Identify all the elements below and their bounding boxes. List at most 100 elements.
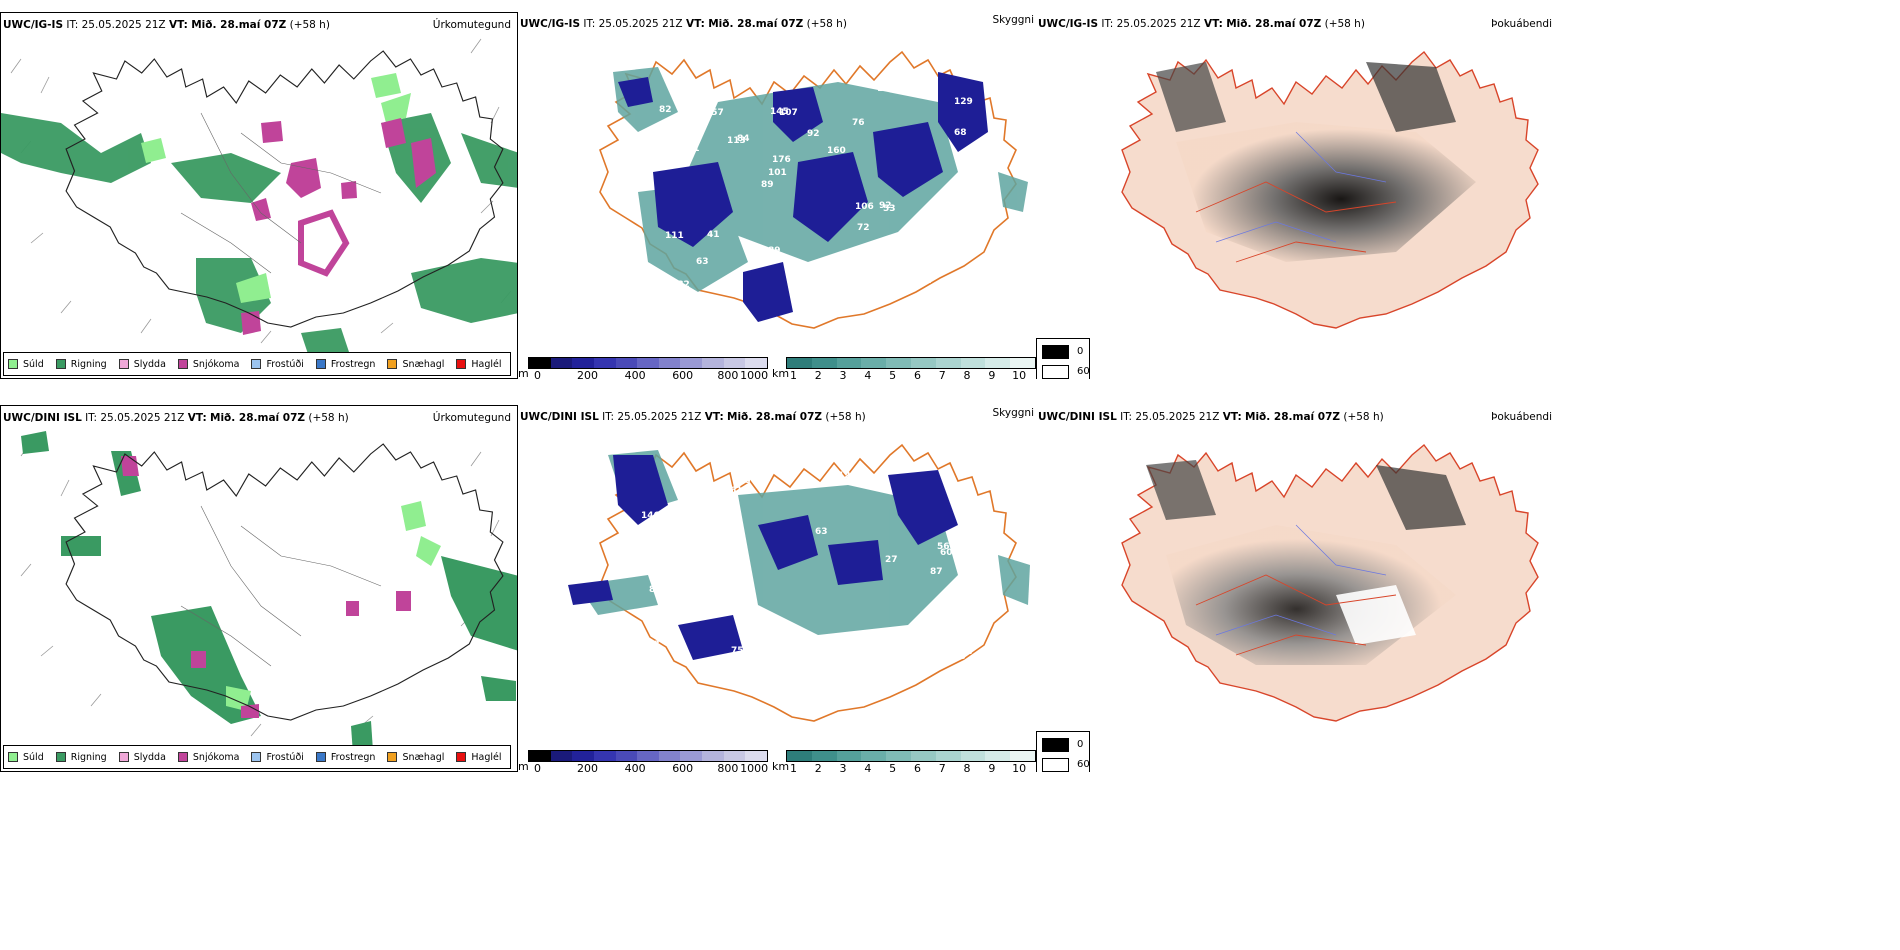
colorbar-swatch bbox=[593, 751, 616, 761]
colorbar-swatch bbox=[529, 751, 551, 761]
cloud-base-label: 89 bbox=[761, 180, 774, 190]
cloud-base-label: 51 bbox=[944, 251, 957, 261]
panel-title-precip: Úrkomutegund bbox=[432, 19, 511, 31]
cloud-base-label: 64 bbox=[682, 500, 695, 510]
cloud-base-label: 129 bbox=[954, 97, 973, 107]
panel-title-fog-2: Þokuábendi bbox=[1491, 411, 1552, 423]
colorbar-tick-label: 8 bbox=[963, 762, 971, 772]
cloud-base-label: 27 bbox=[885, 555, 898, 565]
precip-legend: Súld Rigning Slydda Snjókoma Frostúði Fr… bbox=[3, 352, 511, 376]
colorbar-swatch bbox=[702, 358, 724, 368]
colorbar-tick-label: 7 bbox=[938, 762, 946, 772]
cloud-map-graphic: 80 20 129 89 76 182 145 92 111 84 54 63 107 160 53 82 73… bbox=[599, 51, 1028, 329]
colorbar-tick-label: 3 bbox=[839, 762, 847, 772]
colorbar-swatch bbox=[680, 358, 702, 368]
cloud-base-label: 76 bbox=[852, 118, 865, 128]
colorbar-tick-label: 7 bbox=[938, 369, 946, 379]
cloud-base-label: 71 bbox=[687, 144, 700, 154]
cloud-base-label: 79 bbox=[844, 671, 857, 681]
header-igis-fog: UWC/IG-IS IT: 25.05.2025 21Z VT: Mið. 28… bbox=[1038, 18, 1365, 30]
cloud-base-label: 62 bbox=[919, 276, 932, 286]
colorbar-swatch bbox=[745, 751, 767, 761]
header-igis-cloud: UWC/IG-IS IT: 25.05.2025 21Z VT: Mið. 28… bbox=[520, 18, 847, 30]
cloud-base-label: 75 bbox=[650, 665, 663, 675]
colorbar-swatch bbox=[637, 751, 659, 761]
colorbar-swatch bbox=[886, 751, 911, 761]
cloud-base-label: 111 bbox=[665, 231, 684, 241]
colorbar-tick-label: 0 bbox=[534, 762, 542, 772]
colorbar-tick-label: 600 bbox=[672, 762, 694, 772]
cloud-base-label: 182 bbox=[671, 280, 690, 290]
colorbar-tick-label: 5 bbox=[889, 762, 897, 772]
colorbar-swatch bbox=[658, 358, 681, 368]
precip-type-map-dini: UWC/DINI ISL IT: 25.05.2025 21Z VT: Mið.… bbox=[0, 405, 518, 772]
colorbar-swatch bbox=[637, 358, 659, 368]
cloud-base-label: 20 bbox=[653, 156, 666, 166]
cloud-base-label: 146 bbox=[641, 511, 660, 521]
colorbar-swatch bbox=[615, 358, 638, 368]
cloud-base-label: 78 bbox=[647, 640, 660, 650]
colorbar-swatch bbox=[572, 751, 594, 761]
colorbar-tick-label: 6 bbox=[913, 762, 921, 772]
precip-legend-2: Súld Rigning Slydda Snjókoma Frostúði Fr… bbox=[3, 745, 511, 769]
cloud-base-label: 65 bbox=[966, 528, 979, 538]
cloud-base-label: 60 bbox=[940, 548, 953, 558]
cloud-base-label: 68 bbox=[954, 128, 967, 138]
legend-item-freezing-drizzle: Frostúði bbox=[251, 359, 304, 370]
colorbar-swatch bbox=[1010, 358, 1035, 368]
header-dini-cloud: UWC/DINI ISL IT: 25.05.2025 21Z VT: Mið.… bbox=[520, 411, 866, 423]
cloud-base-label: 70 bbox=[785, 639, 798, 649]
colorbar-tick-label: 4 bbox=[864, 762, 872, 772]
colorbar-swatch bbox=[861, 751, 887, 761]
cloud-base-label: 89 bbox=[768, 246, 781, 256]
colorbar-swatch bbox=[985, 751, 1011, 761]
ceiling-unit-2: m bbox=[518, 760, 529, 772]
legend-item-drizzle: Súld bbox=[8, 752, 44, 763]
colorbar-swatch bbox=[787, 358, 812, 368]
fog-key-igis: 0 60 bbox=[1036, 338, 1090, 379]
ceiling-unit: m bbox=[518, 367, 529, 379]
colorbar-tick-label: 1000 bbox=[740, 762, 769, 772]
colorbar-swatch bbox=[836, 751, 862, 761]
legend-item-rain: Rigning bbox=[55, 359, 107, 370]
colorbar-swatch bbox=[723, 358, 746, 368]
colorbar-tick-label: 9 bbox=[988, 762, 996, 772]
cloud-base-label: 157 bbox=[705, 108, 724, 118]
colorbar-tick-label: 400 bbox=[624, 762, 646, 772]
cloud-base-label: 97 bbox=[810, 289, 823, 299]
colorbar-swatch bbox=[811, 751, 837, 761]
fog-map-graphic-2 bbox=[1121, 444, 1539, 722]
legend-item-hail: Haglél bbox=[456, 752, 502, 763]
panel-title-cloud-2: Skyggni bbox=[992, 407, 1035, 419]
cloud-base-label: 113 bbox=[727, 136, 746, 146]
legend-item-snow-pellets: Snæhagl bbox=[387, 752, 444, 763]
cloud-base-label: 106 bbox=[855, 202, 874, 212]
colorbar-swatch bbox=[550, 751, 573, 761]
cloud-base-label: 63 bbox=[696, 257, 709, 267]
legend-item-sleet: Slydda bbox=[118, 359, 166, 370]
colorbar-swatch bbox=[836, 358, 862, 368]
colorbar-tick-label: 1 bbox=[789, 762, 797, 772]
colorbar-tick-label: 10 bbox=[1012, 762, 1027, 772]
ceiling-colorbar-2: m 0 200 400 600 800 1000 bbox=[518, 750, 768, 772]
cloud-base-label: 63 bbox=[815, 527, 828, 537]
colorbar-swatch bbox=[572, 358, 594, 368]
legend-item-drizzle: Súld bbox=[8, 359, 44, 370]
cloud-base-label: 140 bbox=[877, 84, 896, 94]
cloud-base-label: 129 bbox=[951, 482, 970, 492]
cloud-base-label: 102 bbox=[656, 589, 675, 599]
cloud-base-label: 12 bbox=[838, 471, 851, 481]
colorbar-swatch bbox=[960, 751, 986, 761]
colorbar-swatch bbox=[723, 751, 746, 761]
cloud-base-label: 101 bbox=[768, 168, 787, 178]
colorbar-tick-label: 200 bbox=[577, 369, 598, 379]
cloud-base-label: 56 bbox=[937, 542, 950, 552]
legend-item-freezing-rain: Frostregn bbox=[315, 752, 375, 763]
colorbar-tick-label: 2 bbox=[814, 762, 822, 772]
cloud-base-label: 195 bbox=[987, 148, 1006, 158]
colorbar-swatch bbox=[745, 358, 767, 368]
cloud-map-graphic-2: 47 65 57 63 75 86 56 75 129 113 111 146 87 80 78 64 68 61… bbox=[568, 444, 1030, 722]
colorbar-tick-label: 1000 bbox=[740, 369, 769, 379]
visibility-colorbar-2: km 1 2 3 4 5 6 7 8 9 10 bbox=[772, 750, 1036, 772]
fog-key-dini: 0 60 bbox=[1036, 731, 1090, 772]
